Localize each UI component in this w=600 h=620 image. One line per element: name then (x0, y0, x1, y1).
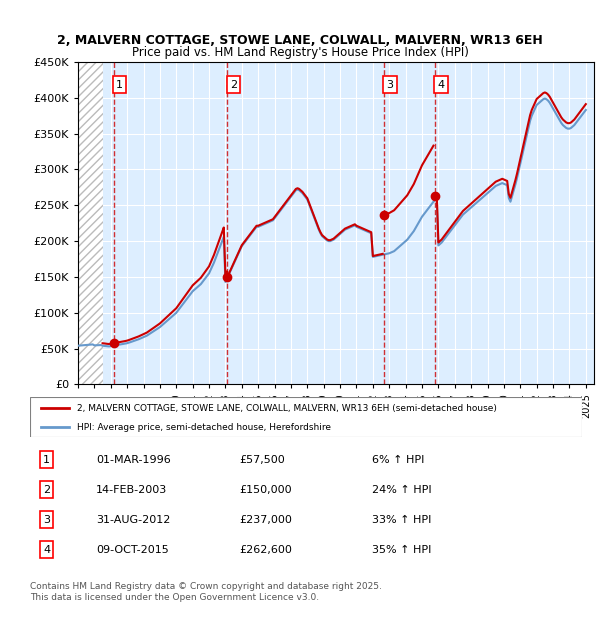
Text: 3: 3 (43, 515, 50, 525)
Text: Price paid vs. HM Land Registry's House Price Index (HPI): Price paid vs. HM Land Registry's House … (131, 46, 469, 59)
Text: HPI: Average price, semi-detached house, Herefordshire: HPI: Average price, semi-detached house,… (77, 422, 331, 432)
Text: 3: 3 (386, 80, 393, 90)
Text: 1: 1 (116, 80, 123, 90)
Text: 6% ↑ HPI: 6% ↑ HPI (372, 454, 425, 465)
Text: £150,000: £150,000 (240, 485, 292, 495)
FancyBboxPatch shape (30, 397, 582, 437)
Text: 31-AUG-2012: 31-AUG-2012 (96, 515, 170, 525)
Text: 14-FEB-2003: 14-FEB-2003 (96, 485, 167, 495)
Text: 09-OCT-2015: 09-OCT-2015 (96, 544, 169, 554)
Text: £57,500: £57,500 (240, 454, 286, 465)
Text: Contains HM Land Registry data © Crown copyright and database right 2025.
This d: Contains HM Land Registry data © Crown c… (30, 582, 382, 602)
Text: 2, MALVERN COTTAGE, STOWE LANE, COLWALL, MALVERN, WR13 6EH: 2, MALVERN COTTAGE, STOWE LANE, COLWALL,… (57, 34, 543, 46)
Text: 33% ↑ HPI: 33% ↑ HPI (372, 515, 431, 525)
Text: 4: 4 (437, 80, 444, 90)
Text: 2: 2 (43, 485, 50, 495)
Text: 2, MALVERN COTTAGE, STOWE LANE, COLWALL, MALVERN, WR13 6EH (semi-detached house): 2, MALVERN COTTAGE, STOWE LANE, COLWALL,… (77, 404, 497, 412)
Text: £262,600: £262,600 (240, 544, 293, 554)
Text: 24% ↑ HPI: 24% ↑ HPI (372, 485, 432, 495)
Text: 4: 4 (43, 544, 50, 554)
Bar (78, 62, 103, 384)
Text: 01-MAR-1996: 01-MAR-1996 (96, 454, 171, 465)
Text: 2: 2 (230, 80, 237, 90)
Text: 1: 1 (43, 454, 50, 465)
Text: 35% ↑ HPI: 35% ↑ HPI (372, 544, 431, 554)
Text: £237,000: £237,000 (240, 515, 293, 525)
